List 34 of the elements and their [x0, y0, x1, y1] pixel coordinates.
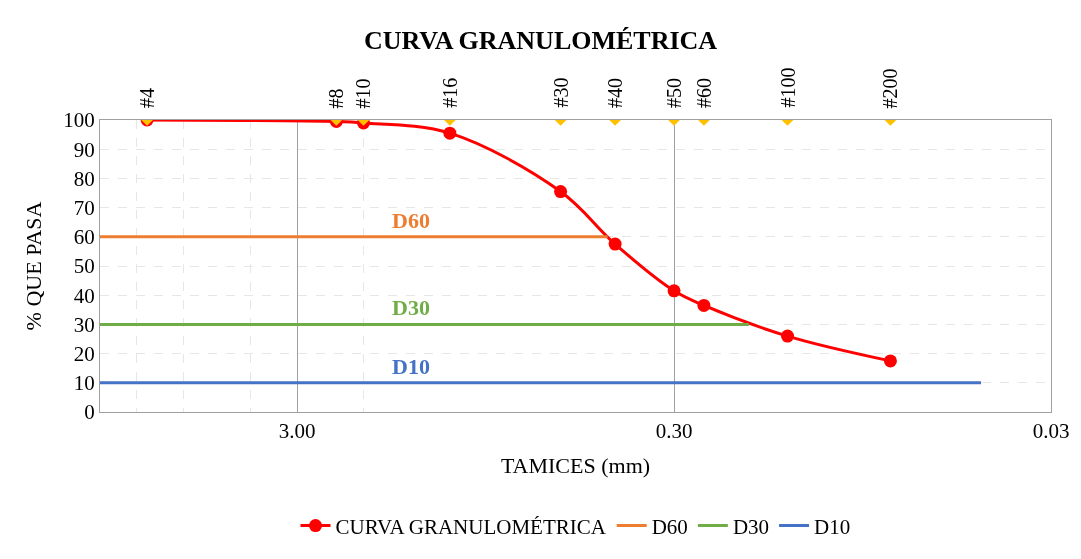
- x-tick-label: 3.00: [278, 419, 316, 444]
- x-axis-title: TAMICES (mm): [500, 453, 651, 479]
- y-tick-label: 60: [73, 225, 95, 250]
- y-tick-label: 20: [73, 341, 95, 366]
- annotation: #16: [438, 77, 461, 108]
- chart-title: CURVA GRANULOMÉTRICA: [363, 26, 718, 56]
- annotation: #10: [352, 78, 375, 109]
- legend-label: D10: [814, 514, 851, 539]
- y-tick-label: 90: [73, 137, 95, 162]
- x-tick-label: 0.30: [655, 419, 693, 444]
- annotation: #60: [692, 77, 715, 108]
- annotation: #30: [549, 77, 572, 108]
- annotation: #100: [776, 67, 799, 108]
- y-axis-title: % QUE PASA: [21, 201, 47, 331]
- legend-label: D30: [732, 514, 770, 539]
- y-tick-label: 40: [73, 283, 95, 308]
- y-tick-label: 10: [73, 371, 95, 396]
- legend-label: CURVA GRANULOMÉTRICA: [335, 514, 607, 539]
- annotation: D30: [392, 295, 430, 320]
- y-tick-label: 70: [73, 195, 95, 220]
- y-tick-label: 50: [73, 254, 95, 279]
- y-tick-label: 80: [73, 166, 95, 191]
- y-tick-label: 0: [84, 400, 95, 425]
- x-tick-label: 0.03: [1032, 419, 1070, 444]
- legend-label: D60: [651, 514, 688, 539]
- annotation: #4: [136, 88, 159, 109]
- annotation: #40: [604, 78, 627, 109]
- annotation: #200: [879, 68, 902, 109]
- y-tick-label: 30: [73, 312, 95, 337]
- annotation: D60: [392, 208, 430, 233]
- annotation: #8: [325, 88, 348, 109]
- annotation: D10: [392, 354, 430, 379]
- annotation: #50: [663, 78, 686, 109]
- y-tick-label: 100: [63, 108, 95, 133]
